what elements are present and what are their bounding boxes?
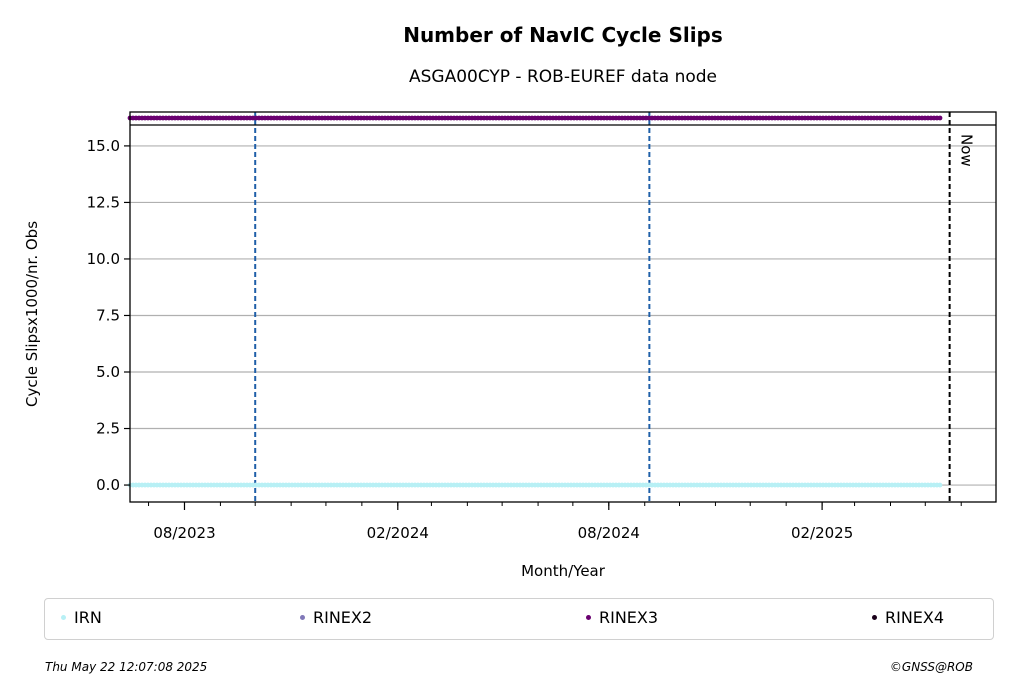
- y-tick-label: 0.0: [96, 476, 120, 494]
- x-tick-label: 02/2024: [367, 524, 429, 542]
- legend-marker-rinex3: [586, 615, 591, 620]
- series-irn: [127, 482, 943, 488]
- legend-label: RINEX4: [885, 608, 945, 627]
- axes: 0.0 2.5 5.0 7.5 10.0 12.5 15.0 08/2023 02/2024 08…: [87, 111, 997, 542]
- legend: IRN RINEX2 RINEX3 RINEX4: [44, 598, 994, 640]
- x-tick-label: 02/2025: [791, 524, 853, 542]
- legend-marker-irn: [61, 615, 66, 620]
- y-tick-label: 10.0: [87, 250, 120, 268]
- legend-item-rinex2: RINEX2: [300, 608, 372, 627]
- legend-item-rinex3: RINEX3: [586, 608, 658, 627]
- footer-timestamp: Thu May 22 12:07:08 2025: [45, 660, 208, 674]
- legend-item-rinex4: RINEX4: [872, 608, 944, 627]
- plot-frame: [129, 111, 997, 503]
- legend-item-irn: IRN: [61, 608, 102, 627]
- footer-credit: ©GNSS@ROB: [889, 660, 973, 674]
- grid: [130, 145, 996, 486]
- point: [937, 482, 943, 488]
- legend-label: IRN: [74, 608, 102, 627]
- series-rinex3: [127, 115, 943, 121]
- y-tick-label: 2.5: [96, 420, 120, 438]
- y-tick-label: 12.5: [87, 193, 120, 211]
- legend-marker-rinex4: [872, 615, 877, 620]
- x-axis-label: Month/Year: [521, 562, 606, 580]
- y-tick-label: 7.5: [96, 306, 120, 324]
- legend-label: RINEX3: [599, 608, 659, 627]
- y-tick-label: 5.0: [96, 363, 120, 381]
- legend-label: RINEX2: [313, 608, 373, 627]
- x-tick-label: 08/2024: [578, 524, 640, 542]
- vertical-markers: Now: [254, 112, 976, 502]
- series-layer: [127, 115, 943, 488]
- now-label: Now: [958, 134, 976, 167]
- y-axis-label: Cycle Slipsx1000/nr. Obs: [23, 221, 41, 407]
- legend-marker-rinex2: [300, 615, 305, 620]
- x-tick-label: 08/2023: [153, 524, 215, 542]
- point: [937, 115, 943, 121]
- y-tick-label: 15.0: [87, 137, 120, 155]
- chart-title: Number of NavIC Cycle Slips: [403, 23, 723, 47]
- chart-subtitle: ASGA00CYP - ROB-EUREF data node: [409, 67, 717, 87]
